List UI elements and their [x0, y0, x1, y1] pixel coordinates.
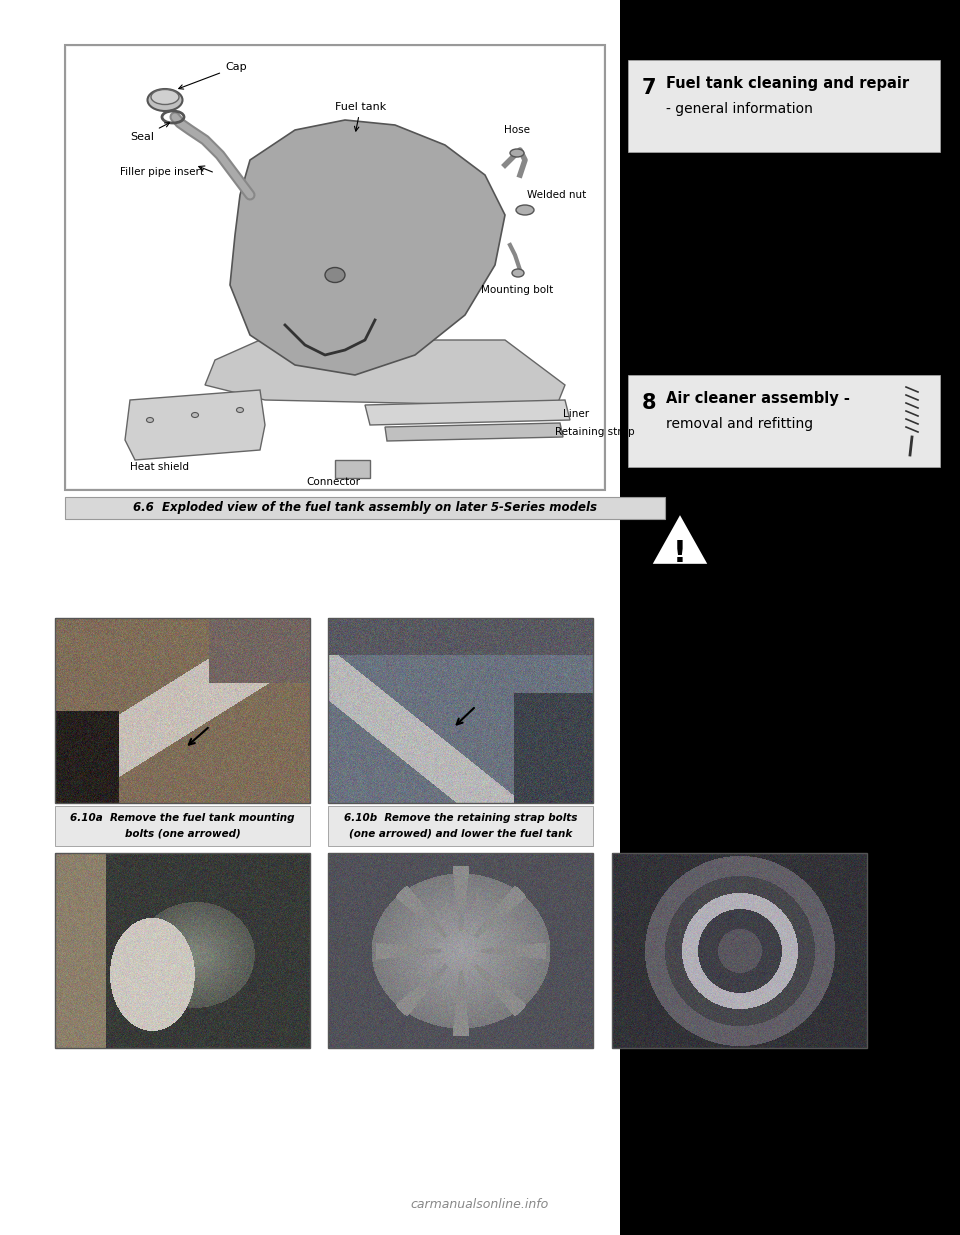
Bar	[55, 853, 310, 1049]
Bar	[0, 0, 620, 1235]
Ellipse shape	[148, 89, 182, 111]
Bar	[620, 0, 960, 1235]
Text: Connector: Connector	[306, 477, 360, 487]
Text: bolts (one arrowed): bolts (one arrowed)	[125, 829, 240, 839]
Bar	[328, 853, 593, 1049]
Ellipse shape	[512, 269, 524, 277]
Text: Welded nut: Welded nut	[527, 190, 587, 200]
Ellipse shape	[191, 412, 199, 417]
Bar	[612, 853, 867, 1049]
Text: Liner: Liner	[563, 409, 589, 419]
Text: Fuel tank cleaning and repair: Fuel tank cleaning and repair	[666, 77, 909, 91]
Polygon shape	[385, 424, 563, 441]
Text: Filler pipe insert: Filler pipe insert	[120, 167, 204, 177]
Ellipse shape	[325, 268, 345, 283]
Ellipse shape	[151, 89, 179, 105]
Text: 6.10b  Remove the retaining strap bolts: 6.10b Remove the retaining strap bolts	[344, 813, 577, 823]
Bar	[65, 496, 665, 519]
Polygon shape	[230, 120, 505, 375]
Bar	[628, 61, 940, 152]
Ellipse shape	[510, 149, 524, 157]
Ellipse shape	[147, 417, 154, 422]
Text: Mounting bolt: Mounting bolt	[481, 285, 553, 295]
Text: !: !	[673, 538, 687, 568]
Polygon shape	[125, 390, 265, 459]
Bar	[335, 459, 370, 478]
Text: Retaining strap: Retaining strap	[555, 427, 635, 437]
Bar	[65, 44, 605, 490]
Text: 8: 8	[642, 393, 657, 412]
Text: (one arrowed) and lower the fuel tank: (one arrowed) and lower the fuel tank	[348, 829, 572, 839]
Text: Hose: Hose	[504, 125, 530, 135]
Bar	[328, 618, 593, 803]
Text: 6.6  Exploded view of the fuel tank assembly on later 5-Series models: 6.6 Exploded view of the fuel tank assem…	[133, 501, 597, 515]
Bar	[628, 375, 940, 467]
Polygon shape	[649, 511, 710, 566]
Polygon shape	[365, 400, 570, 425]
Text: Fuel tank: Fuel tank	[335, 103, 386, 131]
Bar	[55, 618, 310, 803]
Text: Cap: Cap	[179, 62, 247, 89]
Text: 6.10a  Remove the fuel tank mounting: 6.10a Remove the fuel tank mounting	[70, 813, 295, 823]
Text: Heat shield: Heat shield	[130, 462, 189, 472]
Ellipse shape	[516, 205, 534, 215]
Bar	[328, 806, 593, 846]
Text: Seal: Seal	[130, 122, 169, 142]
Text: - general information: - general information	[666, 103, 813, 116]
Text: removal and refitting: removal and refitting	[666, 417, 813, 431]
Text: Air cleaner assembly -: Air cleaner assembly -	[666, 391, 850, 406]
Polygon shape	[205, 340, 565, 410]
Text: 7: 7	[642, 78, 657, 98]
Bar	[67, 47, 603, 488]
Text: carmanualsonline.info: carmanualsonline.info	[411, 1198, 549, 1212]
Ellipse shape	[236, 408, 244, 412]
Bar	[55, 806, 310, 846]
